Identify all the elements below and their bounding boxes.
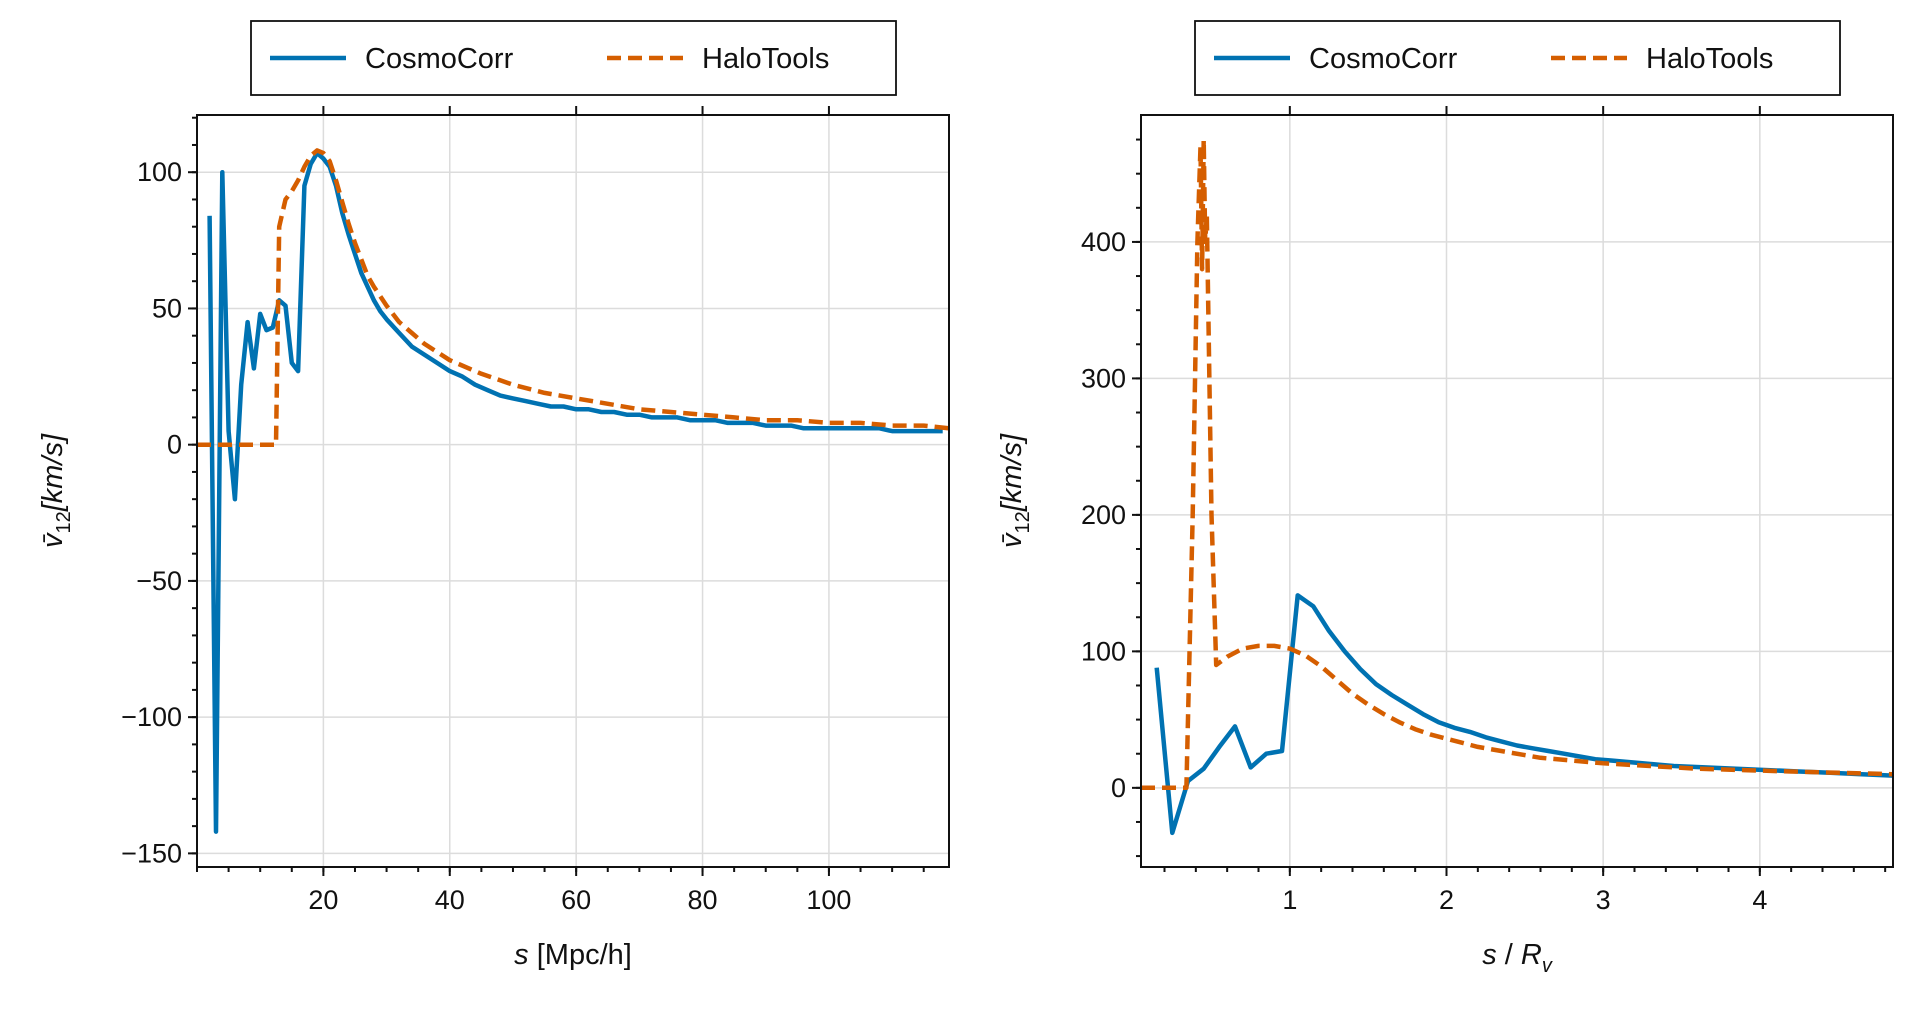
y-tick-label: −150 xyxy=(121,838,182,868)
y-tick-label: −100 xyxy=(121,702,182,732)
legend-1: CosmoCorr HaloTools xyxy=(250,20,897,96)
legend-label-halotools: HaloTools xyxy=(1646,43,1773,75)
series-line-cosmocorr xyxy=(207,150,943,834)
x-tick-label: 3 xyxy=(1596,885,1611,915)
y-axis-label: v̄12[km/s] xyxy=(996,433,1034,548)
y-tick-label: 400 xyxy=(1081,227,1126,257)
legend-label-cosmocorr: CosmoCorr xyxy=(1309,43,1458,75)
x-axis-label: s / Rv xyxy=(1482,939,1553,977)
legend-label-cosmocorr: CosmoCorr xyxy=(365,43,514,75)
series-line-halotools xyxy=(197,148,949,447)
axes-frame xyxy=(1140,114,1894,868)
x-tick-label: 80 xyxy=(688,885,718,915)
legend-box xyxy=(250,20,897,96)
series-line-cosmocorr xyxy=(1154,593,1893,836)
x-tick-label: 20 xyxy=(308,885,338,915)
y-tick-label: 300 xyxy=(1081,363,1126,393)
x-tick-label: 2 xyxy=(1439,885,1454,915)
chart-panel-2: 1 2 3 4 0 100 200 300 400 s / Rv v̄12[km/s] xyxy=(996,106,1894,977)
y-tick-label: −50 xyxy=(136,566,182,596)
y-tick-label: 0 xyxy=(1111,773,1126,803)
x-tick-label: 60 xyxy=(561,885,591,915)
y-tick-label: 50 xyxy=(152,293,182,323)
y-tick-label: 200 xyxy=(1081,500,1126,530)
legend-label-halotools: HaloTools xyxy=(702,43,829,75)
series-line-halotools xyxy=(1141,137,1893,791)
legend-box xyxy=(1194,20,1841,96)
chart-panel-1: 20 40 60 80 100 −150 −100 −50 0 50 100 s [Mpc/h] v̄1… xyxy=(37,106,950,971)
x-tick-label: 100 xyxy=(806,885,851,915)
x-axis-label: s [Mpc/h] xyxy=(514,939,632,971)
x-tick-label: 4 xyxy=(1752,885,1767,915)
legend-2: CosmoCorr HaloTools xyxy=(1194,20,1841,96)
axes-frame xyxy=(196,114,950,868)
y-tick-label: 100 xyxy=(1081,636,1126,666)
y-tick-label: 100 xyxy=(137,157,182,187)
x-tick-label: 1 xyxy=(1282,885,1297,915)
x-tick-label: 40 xyxy=(435,885,465,915)
y-tick-label: 0 xyxy=(167,430,182,460)
y-axis-label: v̄12[km/s] xyxy=(37,433,75,548)
